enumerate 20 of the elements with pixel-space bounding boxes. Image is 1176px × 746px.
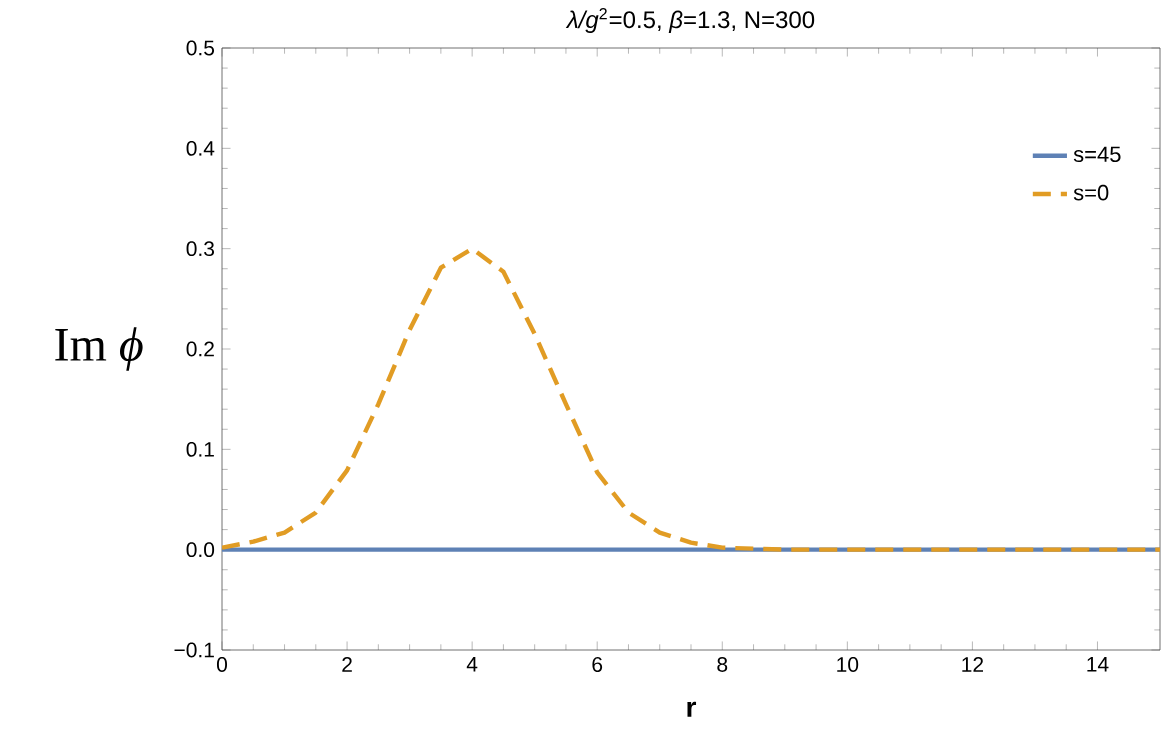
y-tick-label: 0.5	[186, 40, 215, 56]
x-tick-label: 6	[592, 657, 603, 672]
x-tick-label: 10	[837, 657, 859, 672]
x-tick-label: 14	[1087, 657, 1109, 672]
chart-title: λ/g$^{2}$=0.5, β=1.3, N=300	[565, 8, 815, 33]
x-tick-label: 0	[216, 657, 228, 672]
y-tick-label: 0.4	[186, 140, 215, 156]
y-axis-title: Im ϕ	[55, 327, 143, 371]
legend-label: s=0	[1073, 184, 1109, 201]
x-tick-label: 8	[717, 657, 728, 672]
y-tick-label: 0.0	[186, 542, 215, 558]
y-tick-label: −0.1	[174, 642, 214, 658]
y-tick-label: 0.3	[186, 241, 215, 257]
x-tick-label: 4	[466, 657, 478, 672]
y-tick-label: 0.2	[186, 341, 214, 357]
x-axis-title: r	[687, 701, 697, 717]
x-tick-label: 12	[962, 657, 984, 672]
x-tick-label: 2	[342, 657, 352, 672]
y-tick-label: 0.1	[186, 441, 214, 457]
legend-label: s=45	[1073, 146, 1121, 163]
